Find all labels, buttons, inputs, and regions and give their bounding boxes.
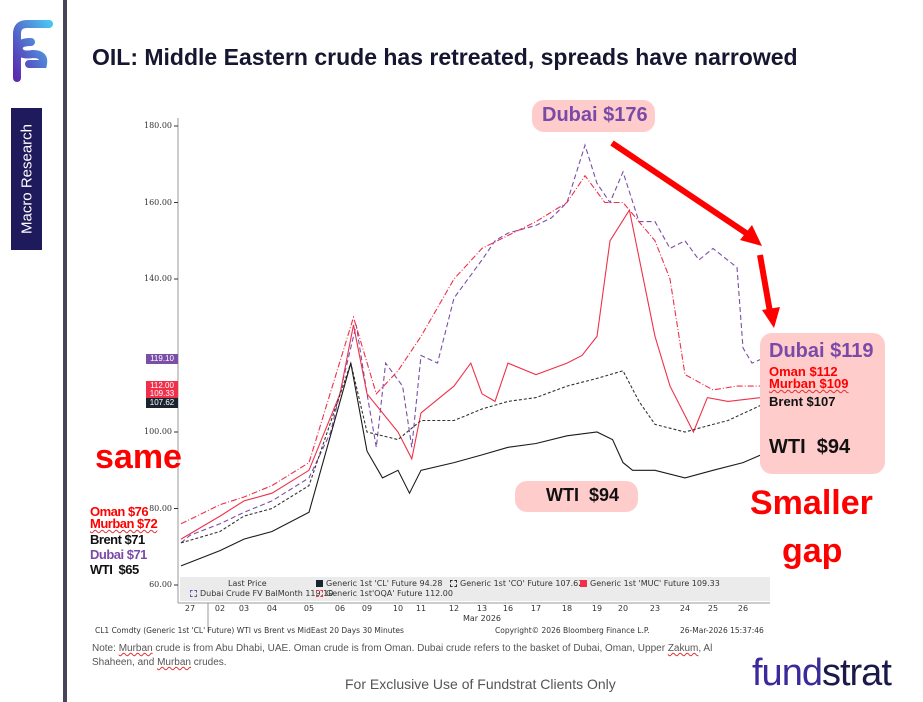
x-tick-label: 02: [214, 604, 226, 613]
peak-callout: [532, 100, 655, 132]
x-tick-label: 18: [561, 604, 573, 613]
x-tick-label: 19: [591, 604, 603, 613]
arrow-head-icon: [740, 225, 762, 246]
x-tick-label: 11: [415, 604, 427, 613]
x-tick-label: 06: [334, 604, 346, 613]
arrow-down-icon: [610, 140, 754, 240]
legend-title: Last Price: [228, 579, 267, 588]
same-label: same: [95, 438, 182, 476]
gap-label: gap: [782, 532, 843, 570]
end-murban: Murban $109: [769, 376, 849, 391]
chart-legend: Last Price Generic 1st 'CL' Future 94.28…: [180, 577, 770, 601]
x-tick-label: 26: [737, 604, 749, 613]
y-tick-label: 140.00: [144, 274, 172, 283]
x-tick-label: 25: [707, 604, 719, 613]
x-tick-label: 24: [679, 604, 691, 613]
legend-item-wti: Generic 1st 'CL' Future 94.28: [316, 579, 442, 588]
x-tick-label: 09: [361, 604, 373, 613]
series-line-generic-1st-oqa-future: [180, 174, 761, 525]
x-axis-label: Mar 2026: [463, 614, 501, 623]
x-tick-label: 13: [476, 604, 488, 613]
last-price-tag: 109.33: [146, 389, 178, 400]
page-title: OIL: Middle Eastern crude has retreated,…: [92, 44, 798, 70]
chart-timestamp: 26-Mar-2026 15:37:46: [680, 626, 764, 635]
last-price-tag: 119.10: [146, 353, 178, 364]
mid-wti-callout: [515, 481, 638, 512]
last-price-tag: 112.00: [146, 381, 178, 392]
legend-item-dubai: Dubai Crude FV BalMonth 119.10: [190, 589, 333, 598]
series-line-dubai-crude-fv-balmonth: [180, 143, 762, 544]
x-tick-label: 20: [617, 604, 629, 613]
start-dubai: Dubai $71: [90, 547, 147, 562]
x-tick-label: 23: [649, 604, 661, 613]
series-line-generic-1st-co-future: [180, 361, 762, 544]
x-tick-label: 05: [303, 604, 315, 613]
y-tick-label: 80.00: [149, 503, 172, 513]
x-tick-label: 16: [502, 604, 514, 613]
x-tick-label: 04: [266, 604, 278, 613]
x-tick-label: 03: [238, 604, 250, 613]
last-price-tag: 107.62: [146, 397, 178, 408]
peak-label: Dubai $176: [542, 104, 648, 126]
x-tick-label: 12: [448, 604, 460, 613]
legend-item-oman: Generic 1st'OQA' Future 112.00: [316, 589, 453, 598]
chart-source: CL1 Comdty (Generic 1st 'CL' Future) WTI…: [95, 626, 404, 635]
legend-item-brent: Generic 1st 'CO' Future 107.62: [450, 579, 583, 588]
x-tick-label: 17: [530, 604, 542, 613]
footnote: Note: Murban crude is from Abu Dhabi, UA…: [92, 643, 713, 668]
start-wti: WTI $65: [90, 562, 139, 577]
fundstrat-wordmark: fundstrat: [752, 652, 892, 694]
fundstrat-logo-icon: [13, 20, 53, 82]
series-line-generic-1st-muc-future: [180, 208, 762, 540]
x-tick-label: 27: [184, 604, 196, 613]
smaller-label: Smaller: [750, 484, 873, 522]
arrow-down-icon: [757, 254, 773, 313]
arrow-head-icon: [762, 307, 780, 328]
y-tick-label: 160.00: [144, 197, 172, 207]
y-tick-label: 180.00: [144, 121, 172, 130]
end-dubai: Dubai $119: [769, 340, 874, 362]
section-label: Macro Research: [11, 108, 42, 250]
start-brent: Brent $71: [90, 532, 145, 547]
y-tick-label: 60.00: [149, 580, 172, 589]
end-oman: Oman $112: [769, 364, 838, 379]
x-tick-label: 10: [392, 604, 404, 613]
end-brent: Brent $107: [769, 394, 836, 409]
y-tick-label: 100.00: [144, 427, 172, 436]
disclaimer: For Exclusive Use of Fundstrat Clients O…: [345, 676, 616, 692]
end-callout: [760, 333, 885, 474]
series-line-generic-1st-cl-future: [180, 362, 762, 567]
start-murban: Murban $72: [90, 516, 158, 531]
legend-item-murban: Generic 1st 'MUC' Future 109.33: [580, 579, 720, 588]
start-labels: Oman $76 Murban $72 Brent $71 Dubai $71 …: [90, 504, 158, 577]
divider-rail: [63, 0, 67, 702]
mid-wti-label: WTI $94: [546, 485, 620, 505]
end-wti: WTI $94: [769, 436, 851, 458]
start-oman: Oman $76: [90, 504, 149, 519]
chart-copyright: Copyright© 2026 Bloomberg Finance L.P.: [495, 626, 650, 635]
